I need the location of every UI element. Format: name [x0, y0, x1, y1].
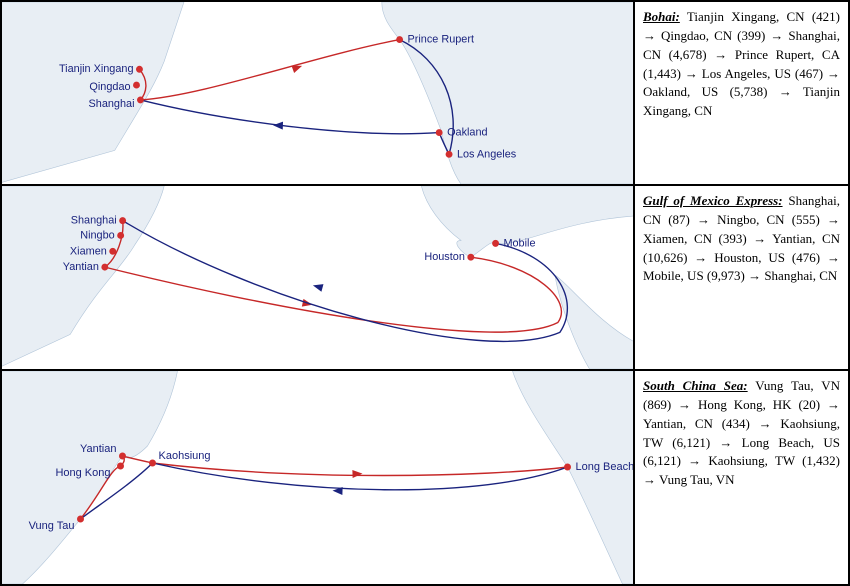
panel-gulf: Shanghai Ningbo Xiamen Yantian Houston M…	[2, 186, 848, 371]
desc-title: Gulf of Mexico Express:	[643, 193, 783, 208]
port-label: Yantian	[63, 261, 99, 273]
land-asia	[2, 186, 164, 369]
port-label: Tianjin Xingang	[59, 63, 134, 75]
port-label: Mobile	[503, 237, 535, 249]
desc-body: Tianjin Xingang, CN (421) → Qingdao, CN …	[643, 9, 840, 118]
map-scs: Yantian Hong Kong Kaohsiung Vung Tau Lon…	[2, 371, 633, 584]
route-in-bohai	[140, 40, 453, 155]
land-centralam	[555, 275, 633, 369]
arrow-in	[312, 282, 324, 292]
map-gulf: Shanghai Ningbo Xiamen Yantian Houston M…	[2, 186, 633, 369]
port-label: Oakland	[447, 127, 488, 139]
port-label: Los Angeles	[457, 148, 517, 160]
desc-bohai: Bohai: Tianjin Xingang, CN (421) → Qingd…	[633, 2, 848, 184]
port-label: Shanghai	[89, 98, 135, 110]
port-label: Ningbo	[80, 229, 114, 241]
map-svg-gulf: Shanghai Ningbo Xiamen Yantian Houston M…	[2, 186, 633, 369]
port-label: Houston	[424, 251, 465, 263]
arrow-out	[352, 470, 362, 478]
desc-title: South China Sea:	[643, 378, 748, 393]
figure-container: Tianjin Xingang Qingdao Shanghai Prince …	[0, 0, 850, 586]
map-svg-bohai: Tianjin Xingang Qingdao Shanghai Prince …	[2, 2, 633, 184]
port-label: Hong Kong	[55, 467, 110, 479]
port-label: Qingdao	[89, 81, 130, 93]
port-label: Vung Tau	[29, 520, 75, 532]
port-label: Prince Rupert	[408, 34, 475, 46]
map-bohai: Tianjin Xingang Qingdao Shanghai Prince …	[2, 2, 633, 184]
port-label: Yantian	[80, 443, 117, 455]
route-out-bohai	[139, 40, 399, 100]
port-label: Shanghai	[71, 215, 117, 227]
panel-scs: Yantian Hong Kong Kaohsiung Vung Tau Lon…	[2, 371, 848, 584]
panel-bohai: Tianjin Xingang Qingdao Shanghai Prince …	[2, 2, 848, 186]
desc-scs: South China Sea: Vung Tau, VN (869) → Ho…	[633, 371, 848, 584]
desc-body: Vung Tau, VN (869) → Hong Kong, HK (20) …	[643, 378, 840, 487]
port-label: Long Beach	[576, 461, 634, 473]
desc-gulf: Gulf of Mexico Express: Shanghai, CN (87…	[633, 186, 848, 369]
arrow-in	[273, 121, 283, 129]
port-label: Xiamen	[70, 245, 107, 257]
map-svg-scs: Yantian Hong Kong Kaohsiung Vung Tau Lon…	[2, 371, 633, 584]
desc-title: Bohai:	[643, 9, 680, 24]
port-label: Kaohsiung	[159, 450, 211, 462]
route-in-scs	[81, 463, 568, 519]
